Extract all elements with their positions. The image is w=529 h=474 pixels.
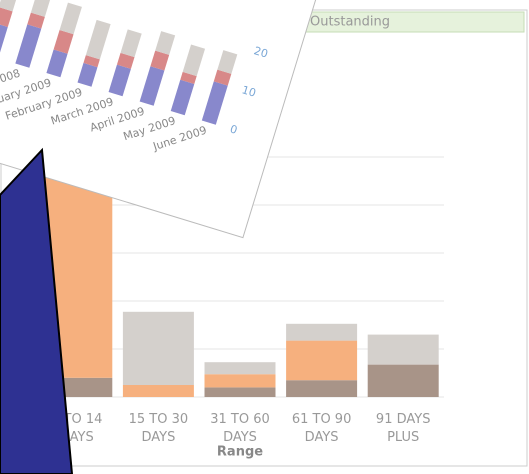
bar-segment (0, 7, 13, 27)
bar-segment (367, 334, 439, 365)
bar-segment (286, 340, 358, 381)
bar-segment (120, 29, 142, 58)
bar-segment (201, 81, 228, 125)
bar-segment (204, 374, 276, 388)
bar-segment (182, 44, 206, 77)
blue-shape (0, 147, 74, 474)
bar-segment (180, 71, 197, 84)
bar-segment (367, 364, 439, 397)
bar-segment (0, 22, 8, 59)
bar-segment (77, 62, 98, 87)
bar-segment (286, 323, 358, 341)
bar-segment (30, 0, 51, 17)
y-tick-label: 0 (228, 122, 238, 136)
bar-segment (150, 50, 170, 71)
bar-segment (83, 55, 100, 68)
bar-segment (0, 0, 20, 12)
bar-segment (204, 362, 276, 375)
x-tick-label: 15 TO 30 DAYS (129, 412, 189, 445)
bar-segment (85, 19, 111, 60)
y-tick-label: 10 (240, 83, 257, 100)
bar-segment (122, 311, 194, 385)
bar-segment (116, 52, 135, 69)
bar-segment (155, 31, 176, 55)
bar-segment (213, 69, 232, 86)
bar-segment (108, 64, 131, 97)
chart-title: Outstanding (310, 15, 390, 30)
bar-segment (27, 12, 45, 29)
x-tick-label: 91 DAYS PLUS (376, 412, 431, 445)
bar-segment (286, 380, 358, 397)
y-tick-label: 20 (252, 44, 269, 61)
bar-segment (122, 385, 194, 397)
bar-segment (15, 24, 42, 68)
bar-segment (217, 50, 238, 74)
bar-segment (170, 79, 195, 116)
bar-segment (139, 66, 165, 106)
bar-segment (53, 29, 74, 54)
x-tick-label: 31 TO 60 DAYS (210, 412, 270, 445)
x-axis-label: Range (217, 445, 263, 460)
bar-segment (46, 49, 68, 78)
bar-segment (59, 2, 82, 35)
bar-segment (204, 387, 276, 397)
x-tick-label: 61 TO 90 DAYS (292, 412, 352, 445)
